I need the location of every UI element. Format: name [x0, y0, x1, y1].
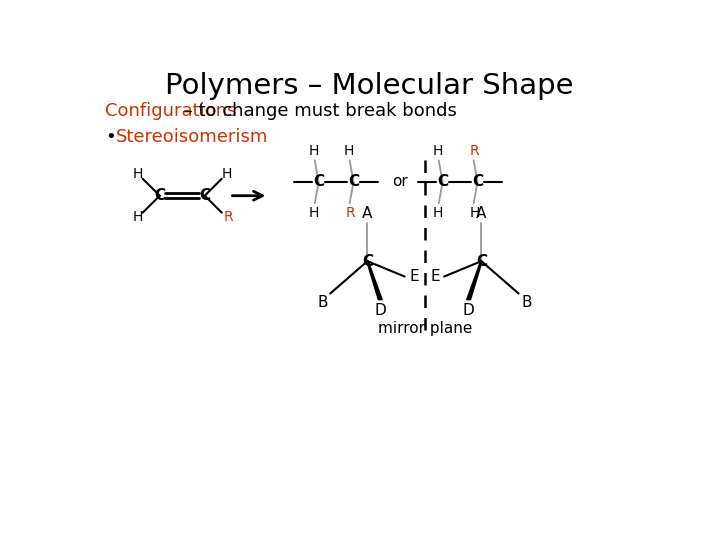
Text: E: E: [409, 269, 419, 284]
Text: H: H: [309, 144, 319, 158]
Text: C: C: [362, 254, 373, 268]
Text: E: E: [430, 269, 440, 284]
Text: C: C: [472, 174, 483, 190]
Text: H: H: [133, 167, 143, 181]
Text: H: H: [433, 206, 444, 220]
Text: H: H: [469, 206, 480, 220]
Text: A: A: [476, 206, 487, 221]
Text: D: D: [462, 303, 474, 318]
Text: R: R: [346, 206, 355, 220]
Text: D: D: [374, 303, 387, 318]
Text: C: C: [348, 174, 359, 190]
Text: R: R: [223, 210, 233, 224]
Text: or: or: [392, 174, 408, 190]
Text: •: •: [106, 128, 116, 146]
Text: B: B: [318, 295, 328, 310]
Text: – to change must break bonds: – to change must break bonds: [178, 102, 456, 120]
Text: H: H: [309, 206, 319, 220]
Text: Stereoisomerism: Stereoisomerism: [117, 128, 269, 146]
Text: mirror plane: mirror plane: [377, 321, 472, 336]
Text: R: R: [469, 144, 480, 158]
Polygon shape: [467, 261, 482, 300]
Text: C: C: [476, 254, 487, 268]
Text: Polymers – Molecular Shape: Polymers – Molecular Shape: [165, 72, 573, 100]
Text: H: H: [433, 144, 444, 158]
Text: C: C: [437, 174, 448, 190]
Text: H: H: [133, 210, 143, 224]
Text: Configurations: Configurations: [106, 102, 237, 120]
Text: A: A: [362, 206, 373, 221]
Text: H: H: [343, 144, 354, 158]
Text: B: B: [521, 295, 531, 310]
Text: C: C: [199, 188, 210, 203]
Text: H: H: [222, 167, 233, 181]
Text: C: C: [154, 188, 166, 203]
Polygon shape: [366, 261, 382, 300]
Text: C: C: [313, 174, 324, 190]
